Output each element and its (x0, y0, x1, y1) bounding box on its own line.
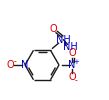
Text: NH: NH (63, 42, 77, 52)
Text: NH: NH (56, 35, 70, 45)
Text: O: O (6, 60, 14, 70)
Text: O: O (49, 24, 57, 34)
Text: O: O (68, 48, 76, 58)
Text: N: N (21, 60, 29, 70)
Text: +: + (73, 59, 79, 65)
Text: -: - (13, 57, 16, 66)
Text: -: - (75, 76, 77, 85)
Text: O: O (68, 72, 76, 82)
Text: N: N (68, 60, 76, 70)
